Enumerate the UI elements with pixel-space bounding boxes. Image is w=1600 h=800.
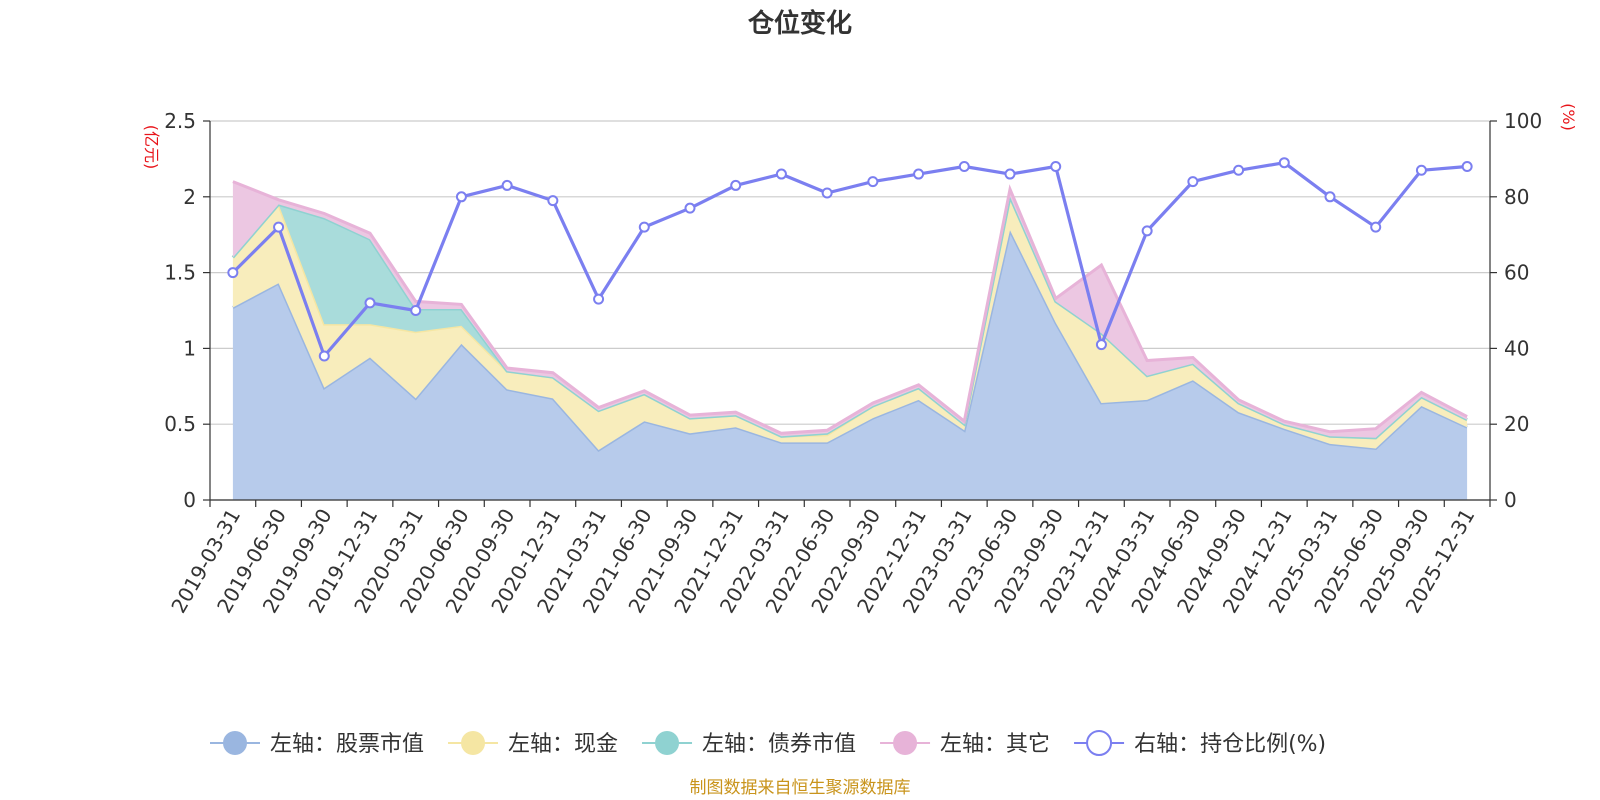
left-tick-label: 2.5 (164, 109, 196, 133)
line-point (913, 168, 925, 180)
line-point (501, 179, 513, 191)
line-point (1141, 225, 1153, 237)
legend-swatch-marker (1086, 730, 1113, 756)
legend-swatch-marker (893, 731, 918, 755)
line-point (1278, 157, 1290, 169)
line-point (775, 168, 787, 180)
line-point (821, 187, 833, 199)
source-note: 制图数据来自恒生聚源数据库 (690, 778, 911, 798)
left-tick-label: 0.5 (164, 412, 196, 436)
left-axis-unit: (亿元) (142, 125, 161, 170)
legend-label: 左轴：债券市值 (702, 732, 856, 757)
legend-item[interactable]: 左轴：股票市值 (210, 731, 424, 757)
line-point (593, 293, 605, 305)
line-point (364, 297, 376, 309)
right-tick-label: 40 (1504, 336, 1529, 360)
line-point (227, 267, 239, 279)
legend-label: 左轴：其它 (940, 732, 1050, 757)
line-point (1095, 339, 1107, 351)
line-point (547, 195, 559, 207)
legend-swatch-marker (461, 731, 486, 755)
right-axis-unit: (%) (1559, 103, 1578, 131)
line-point (638, 221, 650, 233)
line-point (318, 350, 330, 362)
left-tick-label: 2 (183, 185, 196, 209)
legend-item[interactable]: 左轴：其它 (880, 731, 1050, 757)
line-point (958, 160, 970, 172)
line-point (1461, 160, 1473, 172)
chart-title: 仓位变化 (747, 8, 852, 39)
area-左轴：股票市值 (232, 230, 1468, 500)
line-point (1233, 164, 1245, 176)
right-tick-label: 20 (1504, 412, 1529, 436)
area-左轴：其它 (232, 181, 1468, 438)
line-point (1415, 164, 1427, 176)
legend-swatch-marker (655, 731, 680, 755)
legend-label: 左轴：现金 (508, 732, 618, 757)
line-point (410, 305, 422, 316)
legend-item[interactable]: 左轴：债券市值 (642, 731, 856, 757)
right-tick-label: 100 (1504, 109, 1542, 133)
line-layer (227, 157, 1473, 362)
line-point (867, 176, 879, 188)
left-tick-label: 1 (183, 336, 196, 360)
legend-swatch-marker (223, 731, 247, 755)
line-series (231, 161, 1468, 358)
line-point (1324, 191, 1336, 203)
right-tick-label: 80 (1504, 185, 1529, 209)
line-point (684, 202, 696, 214)
line-point (1004, 168, 1016, 180)
legend: 左轴：股票市值 左轴：现金 左轴：债券市值 左轴：其它 右轴：持仓比例(%) (210, 730, 1326, 757)
area-左轴：现金 (232, 196, 1468, 450)
line-point (1187, 176, 1199, 188)
legend-label: 左轴：股票市值 (270, 732, 424, 757)
line-point (730, 179, 742, 191)
left-tick-label: 1.5 (164, 261, 196, 285)
legend-item[interactable]: 左轴：现金 (448, 731, 618, 757)
legend-item[interactable]: 右轴：持仓比例(%) (1074, 730, 1326, 757)
line-point (273, 221, 285, 233)
left-tick-label: 0 (183, 488, 196, 512)
area-layer (231, 180, 1468, 500)
line-point (1370, 221, 1382, 233)
right-tick-label: 0 (1504, 488, 1517, 512)
line-point (1050, 160, 1062, 172)
area-edge-左轴：其它 (232, 180, 1468, 435)
line-point (455, 191, 467, 203)
legend-label: 右轴：持仓比例(%) (1134, 732, 1326, 757)
right-tick-label: 60 (1504, 261, 1529, 285)
